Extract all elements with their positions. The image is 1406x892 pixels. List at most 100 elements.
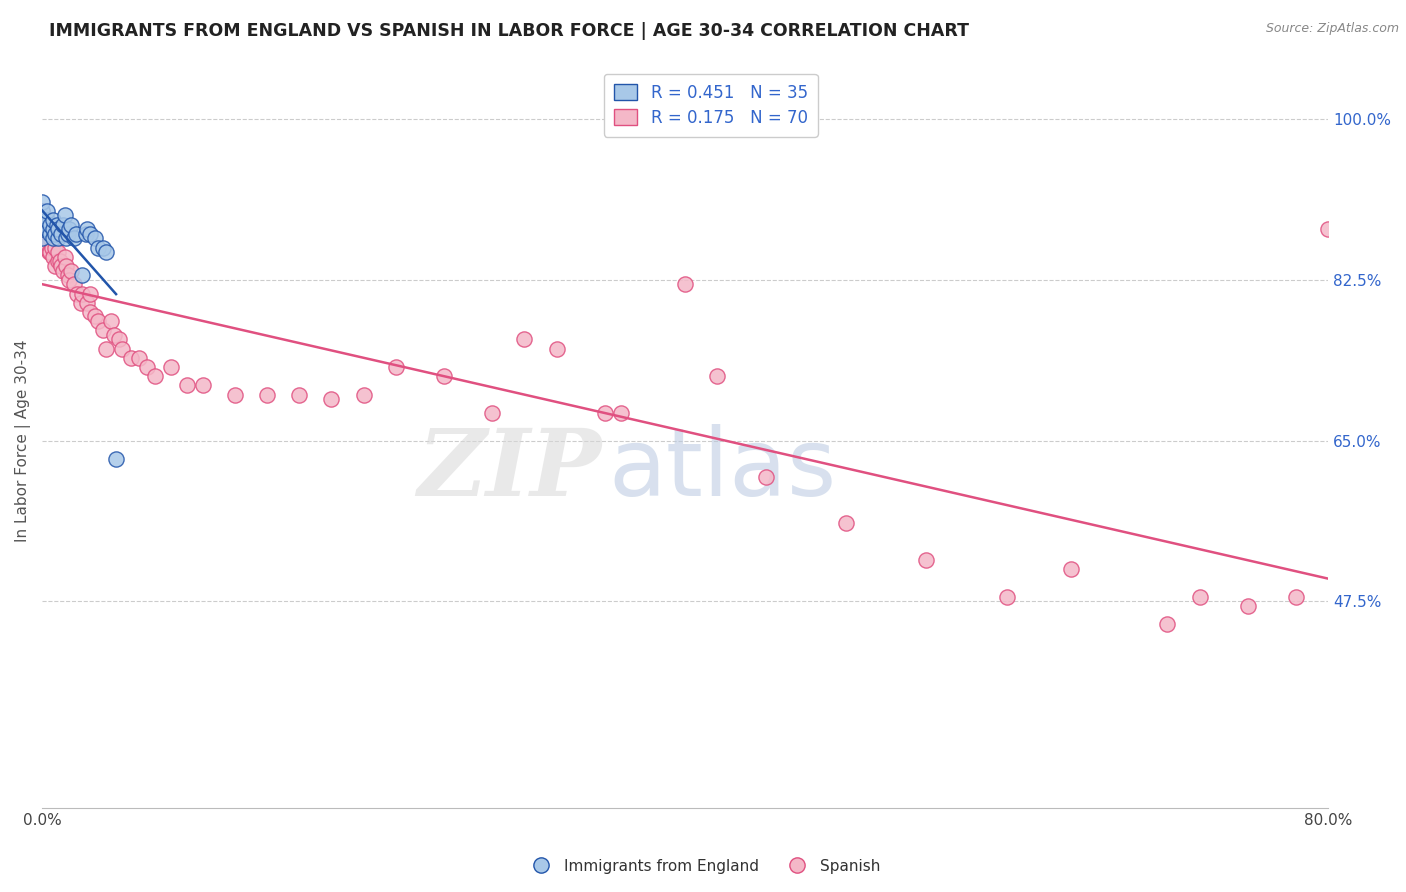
- Point: [1156, 617, 1178, 632]
- Point: [706, 369, 728, 384]
- Point: [256, 387, 278, 401]
- Point: [31, 222, 53, 236]
- Point: [79, 305, 101, 319]
- Point: [995, 590, 1018, 604]
- Point: [384, 359, 406, 374]
- Legend: R = 0.451   N = 35, R = 0.175   N = 70: R = 0.451 N = 35, R = 0.175 N = 70: [605, 74, 818, 136]
- Point: [52, 218, 75, 232]
- Point: [39, 245, 62, 260]
- Point: [143, 369, 166, 384]
- Point: [191, 378, 214, 392]
- Point: [56, 227, 79, 241]
- Point: [55, 231, 77, 245]
- Point: [63, 277, 86, 292]
- Point: [76, 222, 98, 236]
- Point: [1236, 599, 1258, 613]
- Point: [42, 222, 65, 236]
- Point: [91, 241, 114, 255]
- Point: [60, 263, 83, 277]
- Point: [75, 227, 97, 241]
- Point: [1060, 562, 1083, 576]
- Y-axis label: In Labor Force | Age 30-34: In Labor Force | Age 30-34: [15, 339, 31, 541]
- Point: [754, 470, 776, 484]
- Point: [79, 227, 101, 241]
- Point: [46, 245, 69, 260]
- Point: [76, 295, 98, 310]
- Point: [1285, 590, 1308, 604]
- Point: [35, 203, 58, 218]
- Point: [58, 273, 80, 287]
- Point: [673, 277, 696, 292]
- Point: [79, 286, 101, 301]
- Point: [39, 231, 62, 245]
- Point: [835, 516, 858, 531]
- Point: [63, 231, 86, 245]
- Point: [128, 351, 150, 365]
- Point: [53, 208, 76, 222]
- Point: [176, 378, 198, 392]
- Text: IMMIGRANTS FROM ENGLAND VS SPANISH IN LABOR FORCE | AGE 30-34 CORRELATION CHART: IMMIGRANTS FROM ENGLAND VS SPANISH IN LA…: [49, 22, 969, 40]
- Point: [60, 218, 83, 232]
- Point: [96, 245, 118, 260]
- Point: [288, 387, 311, 401]
- Point: [84, 310, 107, 324]
- Point: [41, 241, 63, 255]
- Point: [100, 314, 122, 328]
- Point: [91, 323, 114, 337]
- Point: [38, 245, 60, 260]
- Point: [87, 314, 110, 328]
- Point: [42, 231, 65, 245]
- Point: [108, 333, 131, 347]
- Point: [31, 213, 53, 227]
- Point: [120, 351, 142, 365]
- Point: [1188, 590, 1211, 604]
- Point: [111, 342, 134, 356]
- Point: [87, 241, 110, 255]
- Point: [51, 259, 73, 273]
- Point: [31, 231, 53, 245]
- Point: [56, 268, 79, 282]
- Point: [55, 259, 77, 273]
- Point: [31, 203, 53, 218]
- Point: [39, 227, 62, 241]
- Point: [34, 227, 56, 241]
- Point: [31, 222, 53, 236]
- Point: [353, 387, 375, 401]
- Point: [42, 250, 65, 264]
- Point: [593, 406, 616, 420]
- Point: [44, 259, 66, 273]
- Point: [135, 359, 157, 374]
- Point: [34, 241, 56, 255]
- Point: [546, 342, 568, 356]
- Legend: Immigrants from England, Spanish: Immigrants from England, Spanish: [520, 853, 886, 880]
- Point: [31, 231, 53, 245]
- Point: [35, 231, 58, 245]
- Point: [105, 451, 128, 466]
- Point: [159, 359, 181, 374]
- Point: [35, 213, 58, 227]
- Point: [103, 327, 125, 342]
- Text: Source: ZipAtlas.com: Source: ZipAtlas.com: [1265, 22, 1399, 36]
- Point: [44, 227, 66, 241]
- Point: [52, 263, 75, 277]
- Point: [321, 392, 343, 407]
- Point: [72, 268, 94, 282]
- Point: [66, 286, 89, 301]
- Point: [96, 342, 118, 356]
- Point: [433, 369, 456, 384]
- Point: [1317, 222, 1340, 236]
- Point: [224, 387, 246, 401]
- Point: [481, 406, 503, 420]
- Point: [610, 406, 633, 420]
- Point: [65, 227, 87, 241]
- Point: [513, 333, 536, 347]
- Point: [35, 241, 58, 255]
- Point: [45, 218, 67, 232]
- Point: [42, 213, 65, 227]
- Point: [46, 254, 69, 268]
- Point: [72, 286, 94, 301]
- Point: [31, 203, 53, 218]
- Point: [84, 231, 107, 245]
- Point: [35, 222, 58, 236]
- Point: [49, 254, 72, 268]
